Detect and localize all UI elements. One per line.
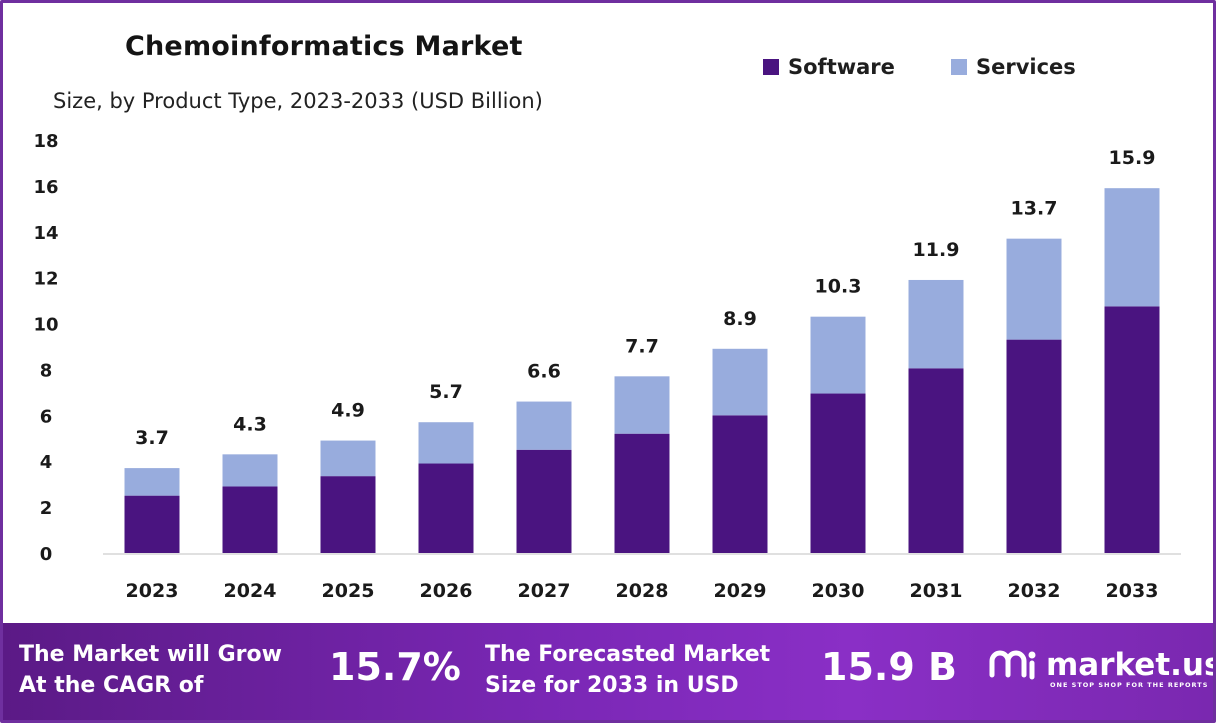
footer-banner: The Market will Grow At the CAGR of 15.7… xyxy=(3,623,1213,720)
bar-services-2023 xyxy=(124,468,180,496)
x-tick-label-2033: 2033 xyxy=(1106,580,1159,602)
x-tick-label-2032: 2032 xyxy=(1008,580,1061,602)
total-label-2033: 15.9 xyxy=(1109,147,1156,169)
chart-title: Chemoinformatics Market xyxy=(125,31,523,62)
total-label-2025: 4.9 xyxy=(331,400,365,422)
market-us-logo-icon xyxy=(989,650,1036,680)
forecast-text-line1: The Forecasted Market xyxy=(485,642,771,667)
bar-software-2024 xyxy=(222,486,278,553)
x-tick-label-2027: 2027 xyxy=(518,580,571,602)
bar-software-2033 xyxy=(1104,306,1160,553)
bar-software-2026 xyxy=(418,463,474,553)
legend-label-software: Software xyxy=(788,55,895,79)
chart-subtitle: Size, by Product Type, 2023-2033 (USD Bi… xyxy=(53,89,543,113)
y-tick-label: 18 xyxy=(33,131,58,152)
cagr-text: The Market will Grow At the CAGR of xyxy=(19,639,282,701)
total-label-2027: 6.6 xyxy=(527,361,561,383)
forecast-text: The Forecasted Market Size for 2033 in U… xyxy=(485,639,770,701)
bar-services-2026 xyxy=(418,422,474,464)
y-tick-label: 2 xyxy=(40,498,53,519)
x-tick-label-2031: 2031 xyxy=(910,580,963,602)
y-tick-label: 16 xyxy=(33,177,58,198)
bar-software-2025 xyxy=(320,476,376,553)
y-tick-label: 6 xyxy=(40,406,53,427)
bar-services-2024 xyxy=(222,454,278,487)
bar-services-2027 xyxy=(516,401,572,450)
bar-services-2030 xyxy=(810,316,866,394)
bar-software-2023 xyxy=(124,495,180,553)
legend-label-services: Services xyxy=(976,55,1076,79)
x-tick-label-2024: 2024 xyxy=(224,580,277,602)
x-tick-label-2028: 2028 xyxy=(616,580,669,602)
bar-services-2025 xyxy=(320,440,376,477)
y-tick-label: 0 xyxy=(40,544,53,565)
brand-name: market.us xyxy=(1046,647,1216,683)
bar-software-2030 xyxy=(810,393,866,553)
total-label-2032: 13.7 xyxy=(1011,198,1058,220)
legend-swatch-services xyxy=(951,59,967,75)
x-tick-label-2030: 2030 xyxy=(812,580,865,602)
bar-services-2029 xyxy=(712,348,768,416)
bar-software-2032 xyxy=(1006,339,1062,553)
bar-software-2029 xyxy=(712,415,768,553)
bar-software-2027 xyxy=(516,449,572,553)
brand-logo: market.us ONE STOP SHOP FOR THE REPORTS xyxy=(988,645,1216,689)
bar-software-2031 xyxy=(908,368,964,553)
brand-tagline: ONE STOP SHOP FOR THE REPORTS xyxy=(1050,681,1209,689)
cagr-value: 15.7% xyxy=(329,645,461,689)
x-tick-label-2026: 2026 xyxy=(420,580,473,602)
bar-services-2032 xyxy=(1006,238,1062,340)
legend-swatch-software xyxy=(763,59,779,75)
total-label-2023: 3.7 xyxy=(135,427,169,449)
y-tick-label: 8 xyxy=(40,360,53,381)
bar-services-2033 xyxy=(1104,188,1160,307)
total-label-2031: 11.9 xyxy=(913,239,960,261)
total-label-2024: 4.3 xyxy=(233,413,267,435)
y-tick-label: 12 xyxy=(33,269,58,290)
legend-item-software: Software xyxy=(763,55,895,79)
x-tick-label-2023: 2023 xyxy=(126,580,179,602)
y-tick-label: 4 xyxy=(40,452,53,473)
cagr-text-line2: At the CAGR of xyxy=(19,673,204,698)
total-label-2029: 8.9 xyxy=(723,308,757,330)
total-label-2026: 5.7 xyxy=(429,381,463,403)
y-tick-label: 10 xyxy=(33,315,58,336)
bar-services-2031 xyxy=(908,279,964,369)
bar-services-2028 xyxy=(614,376,670,434)
total-label-2028: 7.7 xyxy=(625,335,659,357)
x-tick-label-2025: 2025 xyxy=(322,580,375,602)
y-tick-label: 14 xyxy=(33,223,58,244)
legend-item-services: Services xyxy=(951,55,1076,79)
cagr-text-line1: The Market will Grow xyxy=(19,642,282,667)
x-tick-label-2029: 2029 xyxy=(714,580,767,602)
forecast-value: 15.9 B xyxy=(821,645,957,689)
forecast-text-line2: Size for 2033 in USD xyxy=(485,673,739,698)
bar-software-2028 xyxy=(614,433,670,553)
bar-chart: 0 2 4 6 8 10 12 14 16 18 3.7 2023 4.3 2024 4.9 2025 5.7 2… xyxy=(33,131,1181,602)
total-label-2030: 10.3 xyxy=(815,276,862,298)
